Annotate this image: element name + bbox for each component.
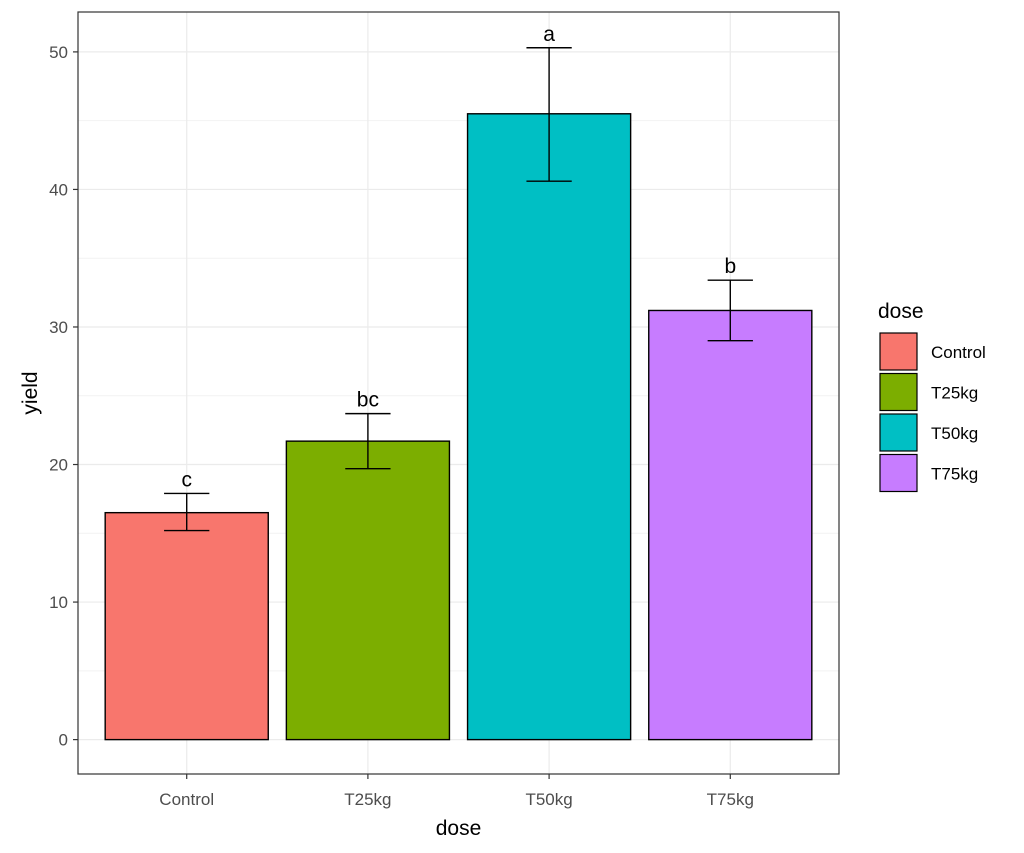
- legend-key: [879, 332, 918, 371]
- legend-key: [879, 372, 918, 412]
- y-tick-label: 40: [49, 180, 68, 199]
- significance-label: bc: [357, 389, 379, 412]
- error-bar-t75kg: [707, 279, 753, 342]
- y-tick-label: 30: [49, 318, 68, 337]
- legend-label: T75kg: [931, 465, 978, 484]
- legend-item: T75kg: [879, 453, 978, 493]
- y-tick-label: 20: [49, 456, 68, 475]
- bar-t50kg: [466, 113, 632, 741]
- bars: [104, 113, 813, 741]
- significance-label: b: [724, 255, 736, 278]
- legend-label: T25kg: [931, 384, 978, 403]
- x-axis: Control T25kg T50kg T75kg: [159, 774, 754, 809]
- error-bar-t50kg: [526, 47, 572, 182]
- x-tick-label: T25kg: [344, 790, 391, 809]
- legend-item: T50kg: [879, 413, 978, 452]
- legend-key: [879, 453, 918, 493]
- x-tick-label: T50kg: [525, 790, 572, 809]
- legend: dose Control T25kg T50kg T75kg: [878, 300, 986, 493]
- significance-label: c: [181, 468, 192, 491]
- legend-label: Control: [931, 343, 986, 362]
- y-axis-title: yield: [19, 371, 42, 414]
- legend-key: [879, 413, 918, 452]
- y-tick-label: 10: [49, 593, 68, 612]
- error-bar-t25kg: [345, 412, 391, 470]
- x-axis-title: dose: [436, 817, 482, 840]
- bar-t75kg: [648, 309, 813, 741]
- error-bar-control: [164, 492, 210, 532]
- significance-labels: c bc a b: [181, 23, 736, 492]
- bar-control: [104, 511, 269, 741]
- y-tick-label: 50: [49, 43, 68, 62]
- y-axis: 0 10 20 30 40 50: [49, 43, 78, 750]
- plot-panel-border: [77, 11, 840, 775]
- x-tick-label: Control: [159, 790, 214, 809]
- error-bars: [164, 47, 753, 532]
- legend-label: T50kg: [931, 424, 978, 443]
- y-tick-label: 0: [59, 731, 68, 750]
- legend-item: Control: [879, 332, 986, 371]
- legend-item: T25kg: [879, 372, 978, 412]
- bar-t25kg: [285, 440, 451, 741]
- x-tick-label: T75kg: [707, 790, 754, 809]
- significance-label: a: [543, 23, 555, 46]
- legend-title: dose: [878, 300, 924, 323]
